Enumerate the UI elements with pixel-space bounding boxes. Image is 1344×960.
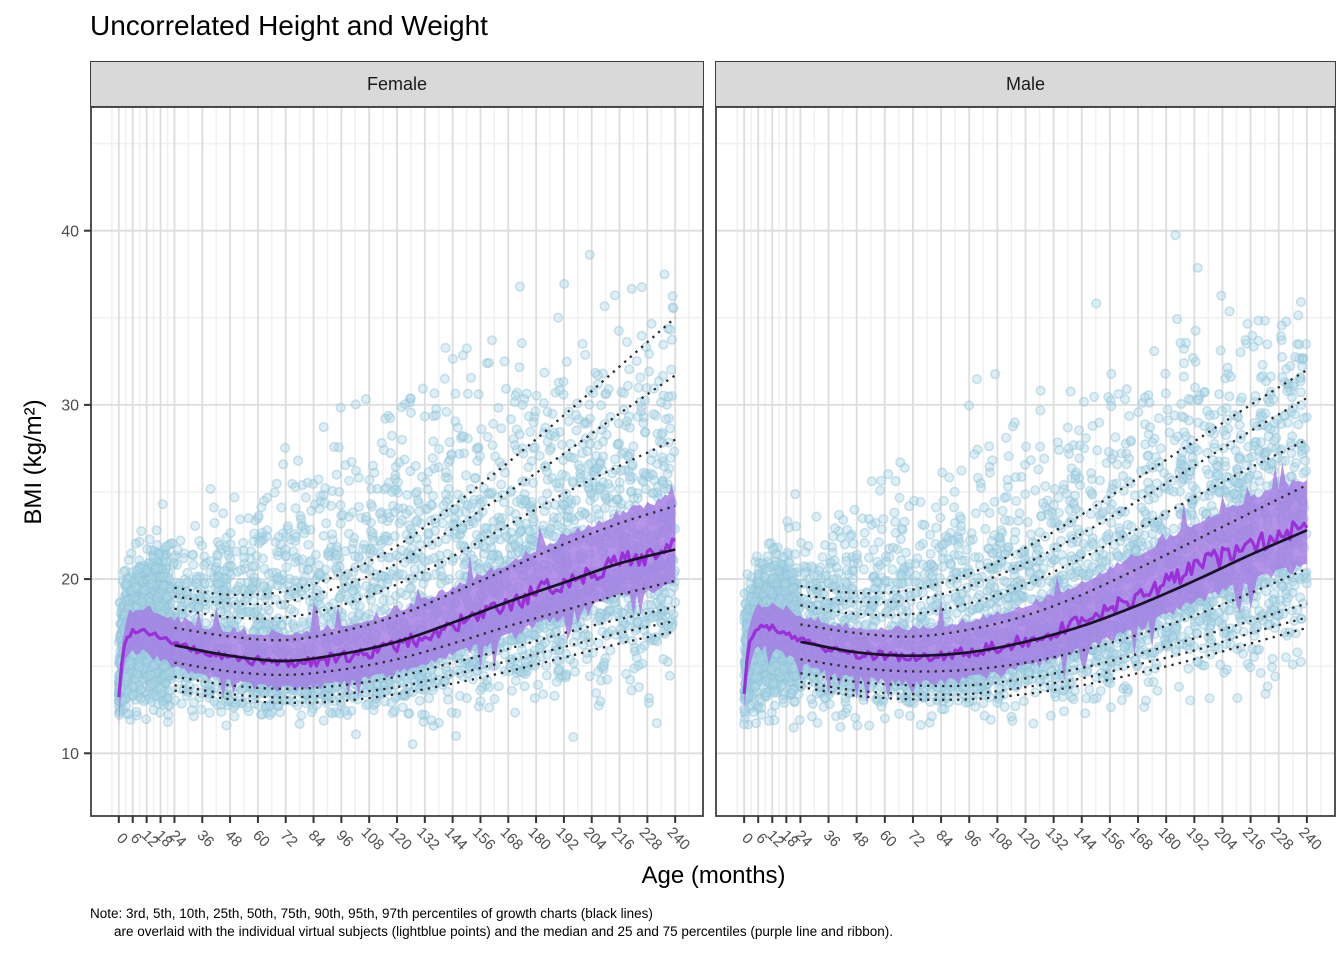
svg-text:228: 228: [636, 824, 666, 854]
facet-label-male: Male: [1005, 73, 1045, 94]
svg-text:168: 168: [497, 824, 527, 854]
note: Note: 3rd, 5th, 10th, 25th, 50th, 75th, …: [90, 905, 893, 941]
facet-strip-female: Female: [90, 61, 704, 107]
iqr-ribbon: [118, 484, 676, 726]
svg-text:180: 180: [524, 824, 554, 854]
growth-percentile-p5: [174, 619, 676, 699]
svg-text:240: 240: [664, 824, 694, 854]
svg-text:156: 156: [469, 824, 499, 854]
x-axis-title: Age (months): [641, 862, 786, 889]
growth-percentile-p5: [800, 616, 1308, 696]
growth-median-line: [174, 548, 676, 663]
growth-percentile-p25: [800, 567, 1308, 673]
growth-percentile-p95: [800, 396, 1308, 604]
svg-text:60: 60: [249, 827, 273, 851]
svg-text:24: 24: [166, 827, 190, 851]
svg-text:108: 108: [358, 824, 388, 854]
growth-percentile-p10: [800, 602, 1308, 688]
svg-text:84: 84: [305, 827, 329, 851]
chart-title: Uncorrelated Height and Weight: [90, 10, 488, 41]
growth-percentile-p25: [174, 579, 676, 677]
growth-percentile-p97: [800, 369, 1308, 595]
subject-median-line: [117, 537, 676, 698]
svg-text:48: 48: [221, 827, 245, 851]
svg-text:120: 120: [385, 824, 415, 854]
growth-median-line: [800, 529, 1308, 658]
growth-percentile-p75: [800, 483, 1308, 638]
y-axis-title: BMI (kg/m²): [20, 399, 47, 525]
growth-percentile-lines: [800, 369, 1308, 701]
facet-label-female: Female: [366, 73, 428, 94]
svg-text:72: 72: [277, 827, 301, 851]
svg-text:192: 192: [552, 824, 582, 854]
svg-text:216: 216: [608, 824, 638, 854]
growth-percentile-p95: [174, 374, 676, 606]
svg-text:96: 96: [333, 827, 357, 851]
panel-female: [91, 107, 703, 816]
svg-text:204: 204: [580, 824, 610, 854]
growth-percentile-p10: [174, 605, 676, 690]
panel-male: [716, 107, 1335, 816]
svg-text:132: 132: [413, 824, 443, 854]
iqr-ribbon: [744, 462, 1307, 710]
growth-percentile-p90: [174, 438, 676, 620]
note-line-2: are overlaid with the individual virtual…: [114, 924, 893, 939]
growth-percentile-p97: [174, 316, 676, 597]
svg-text:144: 144: [441, 824, 471, 854]
svg-text:36: 36: [194, 827, 218, 851]
growth-percentile-p90: [800, 438, 1308, 617]
note-line-1: Note: 3rd, 5th, 10th, 25th, 50th, 75th, …: [90, 906, 653, 921]
svg-text:0: 0: [113, 830, 131, 848]
growth-percentile-p75: [174, 504, 676, 642]
growth-percentile-p3: [800, 626, 1308, 701]
growth-percentile-lines: [174, 316, 676, 704]
growth-percentile-p3: [174, 630, 676, 704]
